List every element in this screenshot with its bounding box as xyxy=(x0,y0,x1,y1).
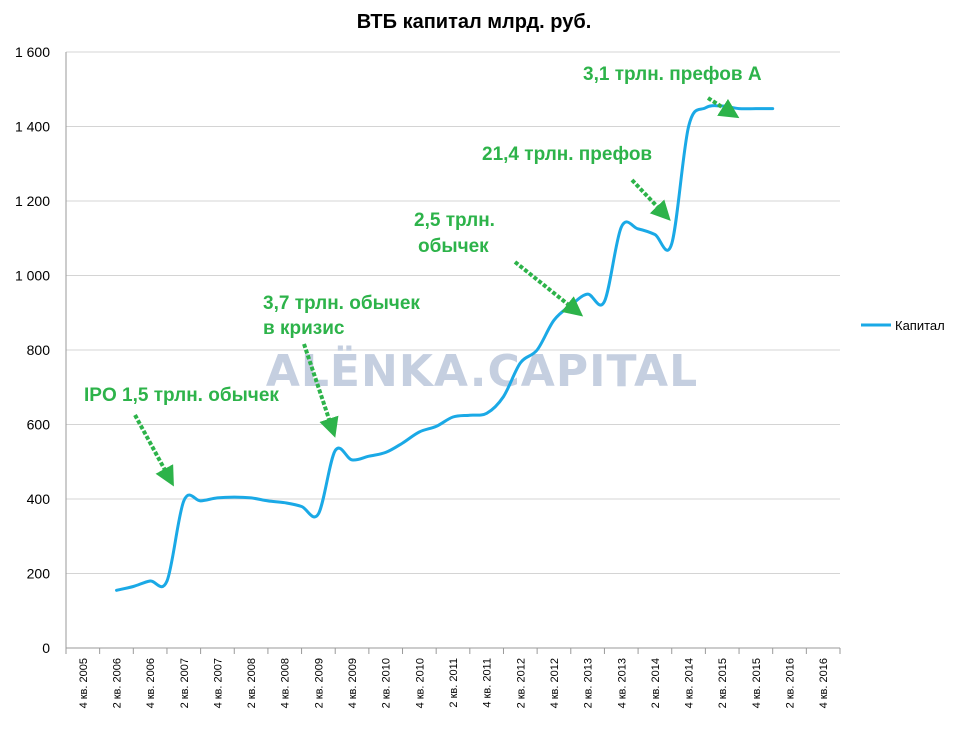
y-tick-label: 800 xyxy=(27,342,51,358)
legend: Капитал xyxy=(861,318,945,333)
y-tick-label: 600 xyxy=(27,417,51,433)
watermark: ALЁNKA.CAPITAL xyxy=(266,344,698,397)
legend-label-kapital: Капитал xyxy=(895,318,945,333)
annotation-arrow-crisis xyxy=(302,343,339,438)
x-tick-label: 2 кв. 2007 xyxy=(179,658,191,708)
x-tick-label: 2 кв. 2016 xyxy=(785,658,797,708)
y-axis: 0 200 400 600 800 1 000 1 200 1 400 1 600 xyxy=(15,44,67,656)
x-tick-label: 4 кв. 2009 xyxy=(347,658,359,708)
annotation-2013-line2: обычек xyxy=(418,236,489,257)
y-tick-label: 1 200 xyxy=(15,193,50,209)
x-tick-label: 4 кв. 2013 xyxy=(616,658,628,708)
x-tick-label: 2 кв. 2012 xyxy=(515,658,527,708)
x-tick-label: 4 кв. 2012 xyxy=(549,658,561,708)
x-tick-label: 2 кв. 2014 xyxy=(650,658,662,708)
series-layer xyxy=(115,104,775,592)
annotation-arrow-ipo xyxy=(133,414,174,487)
x-tick-label: 4 кв. 2011 xyxy=(482,658,494,708)
x-tick-label: 2 кв. 2008 xyxy=(246,658,258,708)
x-tick-label: 2 кв. 2009 xyxy=(313,658,325,708)
annotation-ipo: IPO 1,5 трлн. обычек xyxy=(84,385,279,406)
y-tick-label: 1 600 xyxy=(15,44,50,60)
x-tick-label: 4 кв. 2005 xyxy=(78,658,90,708)
x-axis: 4 кв. 2005 2 кв. 2006 4 кв. 2006 2 кв. 2007… xyxy=(65,648,841,708)
x-tick-label: 4 кв. 2007 xyxy=(212,658,224,708)
x-tick-label: 4 кв. 2008 xyxy=(280,658,292,708)
annotation-2013-line1: 2,5 трлн. xyxy=(414,210,495,231)
x-tick-label: 4 кв. 2006 xyxy=(145,658,157,708)
annotation-crisis-line2: в кризис xyxy=(263,318,345,339)
y-tick-label: 1 000 xyxy=(15,268,50,284)
annotation-arrow-prefs-a xyxy=(706,96,740,119)
y-tick-label: 1 400 xyxy=(15,119,50,135)
y-tick-label: 400 xyxy=(27,491,51,507)
x-tick-label: 2 кв. 2006 xyxy=(111,658,123,708)
x-tick-label: 2 кв. 2013 xyxy=(583,658,595,708)
x-tick-label: 2 кв. 2010 xyxy=(381,658,393,708)
x-tick-label: 4 кв. 2010 xyxy=(414,658,426,708)
chart-title: ВТБ капитал млрд. руб. xyxy=(357,11,592,33)
annotations: IPO 1,5 трлн. обычек 3,7 трлн. обычек в … xyxy=(84,64,762,487)
x-tick-label: 4 кв. 2016 xyxy=(818,658,830,708)
annotation-prefs-a: 3,1 трлн. префов А xyxy=(583,64,762,85)
x-tick-label: 4 кв. 2015 xyxy=(751,658,763,708)
annotation-arrow-2013 xyxy=(513,260,584,317)
annotation-crisis-line1: 3,7 трлн. обычек xyxy=(263,293,420,314)
annotation-arrow-prefs xyxy=(630,178,671,221)
x-tick-label: 2 кв. 2015 xyxy=(717,658,729,708)
annotation-prefs: 21,4 трлн. префов xyxy=(482,144,652,165)
y-tick-label: 200 xyxy=(27,566,51,582)
series-line-kapital xyxy=(115,104,775,592)
x-tick-label: 4 кв. 2014 xyxy=(684,658,696,708)
y-tick-label: 0 xyxy=(42,640,50,656)
x-tick-label: 2 кв. 2011 xyxy=(448,658,460,708)
